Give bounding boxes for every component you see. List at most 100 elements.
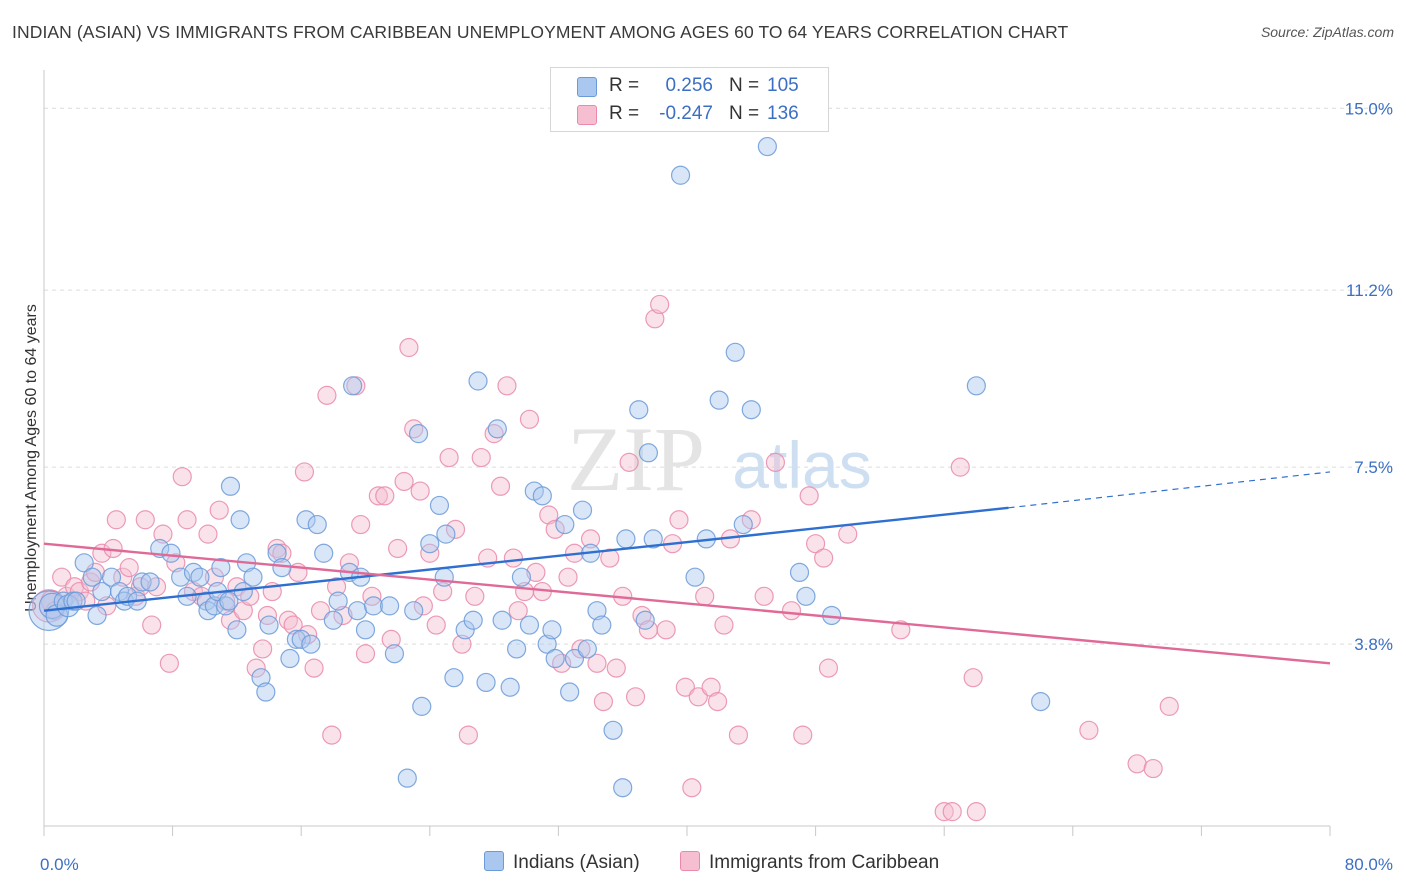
indians-point [500, 677, 520, 697]
caribbean-point [728, 725, 749, 745]
caribbean-point [310, 601, 331, 621]
legend-row-indians: R = 0.256 N = 105 [551, 72, 828, 100]
caribbean-point [426, 615, 446, 635]
indians-point [613, 778, 633, 798]
caribbean-point [781, 601, 802, 621]
indians-point [412, 696, 432, 716]
caribbean-point [558, 567, 578, 587]
indians-point [211, 558, 231, 578]
caribbean-point [465, 586, 485, 606]
caribbean-point [253, 639, 273, 659]
watermark-zip: ZIP [567, 408, 705, 510]
indians-point [455, 620, 475, 640]
indians-point [577, 639, 597, 659]
caribbean-point [177, 510, 197, 530]
caribbean-point [381, 629, 401, 649]
caribbean-point [351, 514, 371, 535]
indians-trend-line [43, 506, 1009, 612]
legend-r-label: R = [609, 75, 640, 96]
caribbean-point [272, 543, 292, 563]
caribbean-point [539, 505, 559, 525]
indians-point [171, 567, 191, 587]
caribbean-point [304, 658, 324, 678]
legend-n-label: N = [729, 75, 760, 96]
caribbean-point [571, 639, 591, 659]
indians-point [301, 634, 321, 654]
caribbean-point [701, 677, 721, 697]
caribbean-point [818, 658, 839, 678]
caribbean-point [950, 457, 970, 477]
indians-point [420, 534, 440, 554]
x-tick-label: 0.0% [40, 855, 79, 874]
caribbean-point [399, 337, 419, 358]
caribbean-point [682, 778, 702, 798]
caribbean-point [142, 615, 162, 635]
indians-point [347, 601, 368, 621]
caribbean-point [1127, 754, 1147, 774]
caribbean-point [375, 486, 395, 506]
legend-label-indians: Indians (Asian) [513, 852, 640, 873]
caribbean-point [445, 519, 466, 539]
indians-point [733, 514, 753, 535]
legend-label-caribbean: Immigrants from Caribbean [709, 852, 940, 873]
indians-point [603, 720, 623, 740]
indians-point [592, 615, 612, 635]
grid-lines [44, 107, 1392, 645]
indians-point [436, 524, 456, 544]
indians-point [286, 629, 306, 649]
indians-point [468, 371, 488, 391]
caribbean-point [439, 447, 459, 468]
indians-point [259, 615, 279, 635]
caribbean-point [153, 524, 173, 544]
legend-r-value: -0.247 [659, 103, 713, 124]
indians-point [307, 514, 327, 535]
indians-point [408, 424, 429, 444]
y-tick-label: 7.5% [1354, 458, 1393, 477]
indians-point [355, 620, 376, 640]
indians-point [291, 629, 311, 649]
indians-point [507, 639, 527, 659]
indians-point [101, 567, 122, 587]
caribbean-point [805, 534, 826, 554]
indians-point [204, 596, 224, 616]
indians-point [616, 529, 636, 549]
indians-point [363, 596, 384, 616]
indians-point [725, 342, 745, 362]
caribbean-point [625, 687, 646, 707]
caribbean-point [317, 385, 337, 405]
caribbean-point [695, 586, 715, 606]
indians-point [404, 601, 424, 621]
caribbean-point [600, 548, 620, 568]
y-tick-label: 3.8% [1354, 635, 1393, 654]
y-tick-label: 15.0% [1345, 99, 1393, 118]
caribbean-point [519, 409, 540, 429]
source-label: Source: ZipAtlas.com [1260, 24, 1394, 40]
indians-point [227, 620, 247, 640]
caribbean-point [204, 567, 224, 587]
indians-point [545, 648, 565, 669]
indians-point [272, 558, 292, 578]
indians-point [243, 567, 263, 587]
caribbean-point [497, 376, 517, 396]
caribbean-point [119, 558, 139, 578]
caribbean-point [707, 691, 728, 712]
caribbean-point [508, 601, 528, 621]
caribbean-point [966, 802, 986, 822]
indians-point [519, 615, 540, 635]
caribbean-point [619, 452, 639, 472]
caribbean-point [52, 567, 72, 587]
legend-swatch-blue [577, 77, 597, 97]
caribbean-point [113, 567, 133, 587]
caribbean-point [294, 462, 315, 482]
caribbean-point [413, 596, 433, 616]
caribbean-point [362, 586, 382, 606]
indians-point [966, 376, 986, 396]
legend-r-label: R = [609, 103, 640, 124]
legend-swatch-pink [577, 105, 597, 125]
caribbean-point [765, 452, 786, 472]
indians-point [476, 672, 496, 693]
caribbean-point [257, 605, 278, 626]
caribbean-point [452, 634, 472, 654]
caribbean-point [545, 519, 565, 539]
